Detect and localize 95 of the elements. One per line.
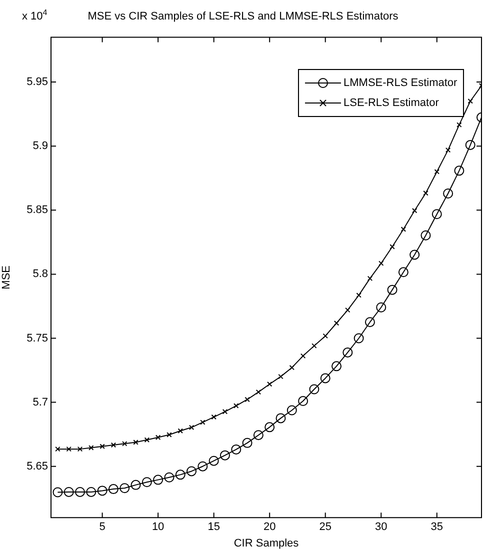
- point: [454, 166, 464, 176]
- point: [432, 209, 442, 220]
- point: [286, 405, 297, 416]
- point: [289, 364, 295, 370]
- point: [456, 122, 462, 128]
- point: [86, 486, 96, 497]
- point: [108, 484, 118, 494]
- point: [376, 302, 386, 312]
- point: [122, 441, 128, 446]
- point: [231, 444, 242, 454]
- legend-label: LMMSE-RLS Estimator: [344, 77, 458, 90]
- point: [465, 140, 476, 150]
- point: [77, 446, 83, 452]
- x-tick-label: 25: [319, 521, 332, 534]
- x-tick-label: 30: [375, 521, 388, 534]
- point: [256, 389, 262, 395]
- point: [322, 333, 328, 339]
- legend-label: LSE-RLS Estimator: [344, 97, 439, 110]
- point: [390, 244, 395, 250]
- point: [334, 320, 340, 326]
- point: [468, 98, 473, 104]
- point: [178, 428, 183, 434]
- x-tick-label: 15: [208, 521, 220, 534]
- point: [198, 461, 208, 472]
- point: [320, 373, 330, 384]
- point: [188, 424, 194, 430]
- y-tick-label: 5.65: [26, 460, 48, 472]
- x-tick-label: 10: [152, 521, 164, 534]
- point: [155, 434, 161, 440]
- point: [278, 374, 284, 380]
- point: [211, 414, 216, 420]
- point: [130, 480, 141, 490]
- point: [110, 442, 116, 448]
- point: [332, 361, 342, 372]
- point: [266, 381, 272, 387]
- point: [88, 445, 94, 450]
- y-tick-label: 5.7: [32, 396, 48, 408]
- point: [367, 276, 373, 282]
- point: [356, 292, 362, 298]
- point: [312, 343, 317, 348]
- point: [298, 396, 308, 406]
- text: x 10$^{4}$: [22, 8, 48, 23]
- x-tick-label: 35: [430, 521, 444, 534]
- point: [153, 474, 164, 485]
- point: [420, 230, 431, 240]
- y-tick-label: 5.85: [26, 204, 48, 216]
- point: [443, 188, 454, 198]
- point: [276, 413, 286, 424]
- point: [66, 446, 72, 452]
- point: [300, 353, 306, 359]
- point: [75, 486, 85, 497]
- point: [166, 432, 172, 438]
- point: [164, 472, 174, 482]
- point: [242, 438, 252, 448]
- point: [200, 420, 206, 425]
- point: [410, 250, 420, 260]
- point: [345, 307, 350, 313]
- point: [412, 208, 418, 214]
- point: [208, 456, 219, 466]
- point: [222, 409, 228, 414]
- chart-title: MSE vs CIR Samples of LSE-RLS and LMMSE-RLS Estimators: [88, 10, 399, 23]
- point: [142, 477, 152, 488]
- point: [378, 260, 384, 266]
- point: [64, 486, 74, 497]
- point: [398, 267, 408, 278]
- point: [434, 169, 440, 174]
- point: [309, 384, 320, 394]
- point: [364, 317, 375, 328]
- point: [175, 470, 186, 480]
- y-tick-label: 5.8: [32, 268, 48, 280]
- point: [97, 486, 108, 496]
- point: [100, 444, 105, 449]
- point: [400, 226, 406, 232]
- point: [244, 396, 250, 402]
- point: [234, 403, 239, 408]
- y-tick-label: 5.75: [26, 332, 48, 344]
- point: [186, 466, 197, 476]
- x-tick-label: 5: [99, 521, 106, 534]
- point: [264, 422, 275, 432]
- x-axis-title: CIR Samples: [234, 537, 300, 550]
- point: [144, 437, 150, 442]
- point: [354, 333, 364, 344]
- y-axis-title: MSE: [0, 265, 13, 290]
- point: [445, 147, 451, 153]
- point: [52, 487, 63, 498]
- y-tick-label: 5.9: [32, 140, 48, 152]
- y-tick-label: 5.95: [26, 76, 48, 88]
- point: [220, 450, 230, 460]
- point: [423, 190, 428, 196]
- point: [133, 440, 138, 445]
- point: [120, 483, 130, 494]
- point: [387, 284, 398, 295]
- point: [342, 347, 353, 358]
- x-tick-label: 20: [263, 521, 276, 534]
- point: [253, 430, 264, 440]
